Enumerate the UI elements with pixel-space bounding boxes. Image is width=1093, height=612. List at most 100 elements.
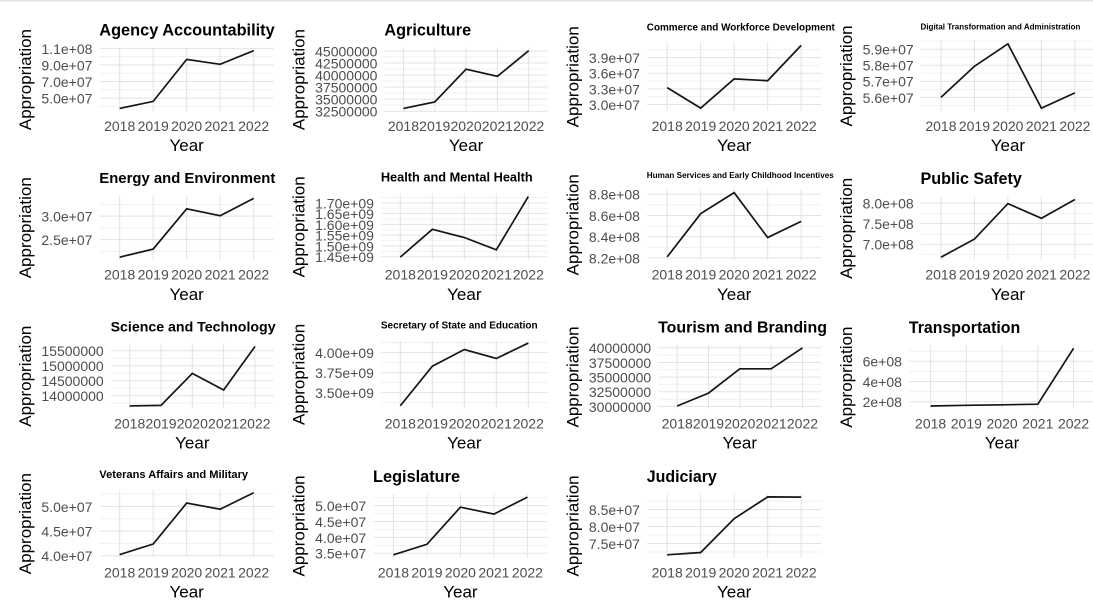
svg-text:2018: 2018 bbox=[652, 118, 683, 134]
svg-text:Digital Transformation and Adm: Digital Transformation and Administratio… bbox=[921, 22, 1081, 31]
svg-text:2019: 2019 bbox=[411, 564, 442, 580]
svg-text:Appropriation: Appropriation bbox=[837, 178, 856, 279]
svg-text:2019: 2019 bbox=[685, 267, 716, 283]
svg-text:1.45e+09: 1.45e+09 bbox=[315, 249, 374, 265]
svg-text:2019: 2019 bbox=[685, 564, 716, 580]
svg-text:2021: 2021 bbox=[752, 118, 783, 134]
svg-text:2022: 2022 bbox=[238, 267, 269, 283]
svg-text:2019: 2019 bbox=[417, 267, 448, 283]
svg-text:3.6e+07: 3.6e+07 bbox=[589, 66, 640, 82]
svg-text:35000000: 35000000 bbox=[589, 370, 652, 386]
svg-text:35000000: 35000000 bbox=[315, 92, 378, 108]
svg-text:Appropriation: Appropriation bbox=[290, 176, 309, 277]
svg-text:Appropriation: Appropriation bbox=[16, 473, 35, 574]
svg-text:5.9e+07: 5.9e+07 bbox=[863, 42, 914, 58]
svg-text:1.70e+09: 1.70e+09 bbox=[315, 195, 374, 211]
svg-text:2018: 2018 bbox=[104, 564, 135, 580]
svg-text:8.2e+08: 8.2e+08 bbox=[589, 250, 640, 266]
svg-text:Science and Technology: Science and Technology bbox=[111, 318, 276, 334]
svg-text:3.0e+07: 3.0e+07 bbox=[589, 97, 640, 113]
svg-text:1.65e+09: 1.65e+09 bbox=[315, 206, 374, 222]
svg-text:2020: 2020 bbox=[171, 118, 202, 134]
svg-text:5.0e+07: 5.0e+07 bbox=[315, 498, 366, 514]
svg-text:8.5e+07: 8.5e+07 bbox=[589, 502, 640, 518]
svg-text:2022: 2022 bbox=[1058, 416, 1089, 432]
svg-text:5.0e+07: 5.0e+07 bbox=[41, 499, 92, 515]
svg-text:2018: 2018 bbox=[104, 118, 135, 134]
svg-text:Secretary of State and Educati: Secretary of State and Education bbox=[381, 320, 538, 331]
svg-text:2020: 2020 bbox=[449, 267, 480, 283]
svg-text:2020: 2020 bbox=[449, 416, 480, 432]
svg-text:Appropriation: Appropriation bbox=[564, 174, 583, 275]
svg-text:Tourism and Branding: Tourism and Branding bbox=[658, 320, 827, 337]
svg-text:Appropriation: Appropriation bbox=[16, 29, 35, 130]
svg-text:Appropriation: Appropriation bbox=[564, 326, 583, 427]
svg-text:1.60e+09: 1.60e+09 bbox=[315, 217, 374, 233]
svg-text:14000000: 14000000 bbox=[41, 388, 104, 404]
svg-text:5.0e+07: 5.0e+07 bbox=[41, 91, 92, 107]
svg-text:1.50e+09: 1.50e+09 bbox=[315, 238, 374, 254]
svg-text:42500000: 42500000 bbox=[315, 55, 378, 71]
svg-text:2018: 2018 bbox=[385, 416, 416, 432]
svg-text:Appropriation: Appropriation bbox=[564, 475, 583, 576]
svg-text:45000000: 45000000 bbox=[315, 43, 378, 59]
svg-text:5.8e+07: 5.8e+07 bbox=[863, 58, 914, 74]
svg-text:4.0e+07: 4.0e+07 bbox=[315, 530, 366, 546]
svg-text:Public Safety: Public Safety bbox=[921, 170, 1022, 188]
svg-text:2021: 2021 bbox=[1026, 118, 1057, 134]
svg-text:4.5e+07: 4.5e+07 bbox=[315, 514, 366, 530]
svg-text:Commerce and Workforce Develop: Commerce and Workforce Development bbox=[647, 23, 836, 34]
svg-text:5.7e+07: 5.7e+07 bbox=[863, 74, 914, 90]
svg-text:Appropriation: Appropriation bbox=[564, 26, 583, 127]
svg-text:2022: 2022 bbox=[513, 267, 544, 283]
svg-text:2022: 2022 bbox=[513, 118, 544, 134]
svg-text:2022: 2022 bbox=[786, 118, 817, 134]
svg-text:2021: 2021 bbox=[1026, 267, 1057, 283]
svg-text:7.0e+07: 7.0e+07 bbox=[41, 74, 92, 90]
svg-text:37500000: 37500000 bbox=[589, 355, 652, 371]
svg-text:Appropriation: Appropriation bbox=[837, 327, 856, 428]
svg-text:2018: 2018 bbox=[388, 118, 419, 134]
svg-text:4.5e+07: 4.5e+07 bbox=[41, 524, 92, 540]
svg-text:6e+08: 6e+08 bbox=[863, 354, 903, 370]
svg-text:8.6e+08: 8.6e+08 bbox=[589, 208, 640, 224]
svg-text:2018: 2018 bbox=[385, 267, 416, 283]
svg-text:2021: 2021 bbox=[478, 564, 509, 580]
svg-text:30000000: 30000000 bbox=[589, 399, 652, 415]
svg-text:Year: Year bbox=[169, 136, 204, 155]
svg-text:2021: 2021 bbox=[481, 267, 512, 283]
svg-text:Year: Year bbox=[717, 583, 752, 602]
svg-text:Veterans Affairs and Military: Veterans Affairs and Military bbox=[99, 469, 249, 481]
svg-text:2018: 2018 bbox=[378, 564, 409, 580]
svg-text:2021: 2021 bbox=[205, 118, 236, 134]
svg-text:4.00e+09: 4.00e+09 bbox=[315, 345, 374, 361]
svg-text:2022: 2022 bbox=[786, 267, 817, 283]
svg-text:2020: 2020 bbox=[171, 267, 202, 283]
svg-text:Year: Year bbox=[169, 583, 204, 602]
svg-text:2020: 2020 bbox=[719, 267, 750, 283]
svg-text:2021: 2021 bbox=[752, 564, 783, 580]
svg-text:7.5e+07: 7.5e+07 bbox=[589, 536, 640, 552]
svg-text:Transportation: Transportation bbox=[909, 319, 1020, 337]
svg-text:Appropriation: Appropriation bbox=[16, 326, 35, 427]
svg-text:2022: 2022 bbox=[512, 564, 543, 580]
svg-text:Agriculture: Agriculture bbox=[384, 21, 471, 39]
svg-text:2021: 2021 bbox=[205, 267, 236, 283]
svg-text:15500000: 15500000 bbox=[41, 343, 104, 359]
svg-text:Appropriation: Appropriation bbox=[837, 25, 856, 126]
svg-text:2020: 2020 bbox=[719, 118, 750, 134]
svg-text:Year: Year bbox=[449, 136, 484, 155]
svg-text:2022: 2022 bbox=[238, 564, 269, 580]
svg-text:Year: Year bbox=[717, 136, 752, 155]
svg-text:2019: 2019 bbox=[693, 416, 724, 432]
svg-text:2020: 2020 bbox=[987, 416, 1018, 432]
svg-text:2020: 2020 bbox=[450, 118, 481, 134]
svg-text:2018: 2018 bbox=[104, 267, 135, 283]
svg-text:8.0e+08: 8.0e+08 bbox=[863, 196, 914, 212]
svg-text:4e+08: 4e+08 bbox=[863, 374, 903, 390]
svg-text:2020: 2020 bbox=[171, 564, 202, 580]
svg-text:2022: 2022 bbox=[513, 416, 544, 432]
svg-text:2021: 2021 bbox=[752, 267, 783, 283]
svg-text:2019: 2019 bbox=[951, 416, 982, 432]
svg-text:Year: Year bbox=[723, 434, 758, 453]
